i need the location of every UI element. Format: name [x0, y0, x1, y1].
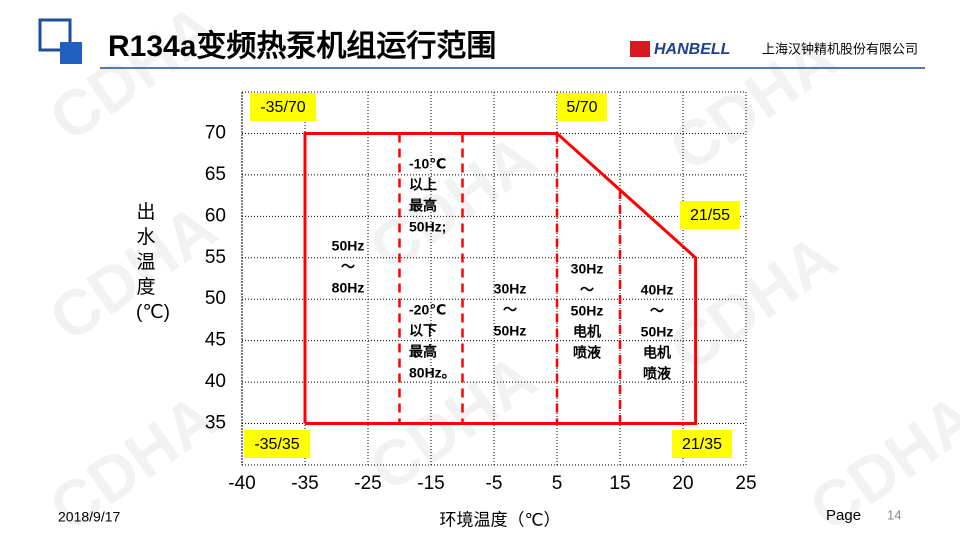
region-label: 以上 — [409, 177, 437, 193]
x-tick-label: -35 — [291, 473, 318, 494]
watermarks: CDHA CDHA CDHA CDHA CDHA CDHA CDHA CDHA — [36, 0, 960, 540]
region-label: 最高 — [409, 344, 437, 360]
x-tick-label: -25 — [354, 473, 381, 494]
region-label: 50Hz — [571, 303, 604, 319]
region-label: 喷液 — [573, 345, 602, 361]
region-label: ～ — [503, 302, 517, 318]
point-label: 5/70 — [566, 99, 597, 116]
point-label: -35/35 — [254, 436, 299, 453]
x-tick-label: 15 — [609, 473, 630, 494]
region-label: 电机 — [643, 345, 671, 361]
point-label-box — [244, 430, 310, 458]
watermark: CDHA — [356, 120, 549, 285]
region-label: ～ — [650, 303, 664, 319]
region-label: 80Hz — [332, 280, 365, 296]
company-name: 上海汉钟精机股份有限公司 — [762, 41, 918, 56]
region-label: 50Hz; — [409, 219, 446, 235]
region-label: ～ — [341, 259, 355, 275]
logo-square — [38, 18, 72, 52]
y-tick-label: 60 — [205, 205, 226, 226]
footer-page-label: Page — [826, 507, 861, 524]
region-label: -20℃ — [409, 302, 446, 318]
logo-text: HANBELL — [654, 41, 730, 58]
y-tick-label: 65 — [205, 164, 226, 185]
watermark: CDHA — [796, 380, 960, 540]
region-label: 30Hz — [494, 281, 527, 297]
x-tick-label: -5 — [486, 473, 503, 494]
region-label: 30Hz — [571, 261, 604, 277]
watermark: CDHA — [36, 190, 229, 355]
logo-mark — [630, 41, 650, 57]
point-label: -35/70 — [260, 99, 305, 116]
logo-square — [60, 42, 82, 64]
x-tick-label: -40 — [228, 473, 255, 494]
region-label: 50Hz — [332, 238, 365, 254]
region-label: -10℃ — [409, 156, 446, 172]
watermark: CDHA — [656, 220, 849, 385]
footer-page-number: 14 — [887, 507, 901, 522]
region-label: 最高 — [409, 198, 437, 214]
region-label: 电机 — [573, 324, 601, 340]
y-tick-label: 45 — [205, 330, 226, 351]
point-label-box — [250, 93, 316, 121]
region-label: 喷液 — [643, 366, 672, 382]
point-label-box — [557, 93, 607, 121]
region-label: 以下 — [409, 323, 437, 339]
x-axis-label: 环境温度（℃） — [439, 510, 560, 529]
point-label: 21/35 — [682, 436, 722, 453]
y-tick-label: 40 — [205, 371, 226, 392]
x-tick-label: 25 — [735, 473, 756, 494]
point-label-box — [672, 430, 732, 458]
watermark: CDHA — [36, 0, 229, 155]
region-label: 80Hz。 — [409, 365, 456, 381]
x-tick-label: 20 — [672, 473, 693, 494]
point-label: 21/55 — [690, 207, 730, 224]
y-tick-label: 70 — [205, 122, 226, 143]
y-axis-label: 出水温度(℃) — [136, 202, 170, 323]
envelope-line — [303, 131, 698, 426]
y-tick-label: 55 — [205, 247, 226, 268]
point-label-box — [680, 201, 740, 229]
region-label: 40Hz — [641, 282, 674, 298]
footer-date: 2018/9/17 — [58, 509, 120, 525]
x-tick-label: 5 — [552, 473, 563, 494]
x-tick-label: -15 — [417, 473, 444, 494]
region-label: 50Hz — [494, 323, 527, 339]
y-tick-label: 50 — [205, 288, 226, 309]
region-label: ～ — [580, 282, 594, 298]
region-label: 50Hz — [641, 324, 674, 340]
y-tick-label: 35 — [205, 413, 226, 434]
slide-title: R134a变频热泵机组运行范围 — [108, 29, 496, 63]
